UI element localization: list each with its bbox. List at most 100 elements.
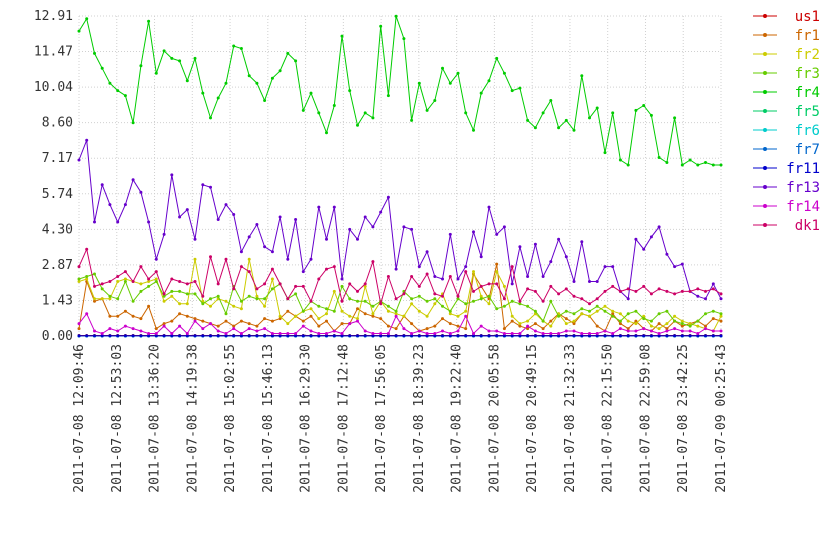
data-point (201, 91, 205, 95)
data-point (371, 334, 375, 338)
data-point (603, 304, 607, 308)
data-point (634, 322, 638, 326)
data-point (348, 227, 352, 231)
data-point (665, 161, 669, 164)
legend-marker-icon (763, 33, 767, 37)
data-point (680, 319, 684, 323)
data-point (711, 334, 715, 338)
data-point (216, 334, 220, 338)
data-point (247, 334, 251, 338)
data-point (618, 327, 622, 331)
data-point (363, 299, 367, 303)
data-point (224, 203, 228, 207)
data-point (472, 128, 475, 132)
data-point (448, 322, 452, 326)
data-point (201, 334, 205, 338)
data-point (526, 118, 530, 122)
y-tick-label: 10.04 (34, 80, 73, 95)
data-point (123, 277, 127, 281)
data-point (100, 66, 104, 70)
data-point (603, 289, 607, 293)
data-point (270, 287, 274, 291)
legend-label: fr7 (795, 142, 820, 158)
data-point (193, 319, 197, 323)
legend-label: dk1 (795, 218, 820, 234)
legend-label: fr1 (795, 28, 820, 44)
data-point (433, 297, 437, 301)
data-point (487, 334, 491, 338)
series-fr4 (77, 14, 723, 167)
data-point (193, 334, 197, 338)
legend: us1 fr1 fr2 fr3 fr4 fr5 fr6 fr7 fr11 fr13 fr14 dk1 (753, 9, 820, 234)
data-point (526, 287, 530, 291)
data-point (301, 284, 305, 288)
legend-marker-icon (763, 71, 767, 75)
data-point (255, 223, 259, 226)
data-point (487, 79, 491, 83)
data-point (263, 304, 267, 308)
data-point (371, 260, 375, 264)
data-point (216, 96, 220, 100)
legend-marker-icon (763, 204, 767, 208)
x-tick-label: 2011-07-08 22:59:08 (638, 344, 653, 493)
data-point (154, 332, 158, 335)
legend-marker-icon (763, 128, 767, 132)
data-point (704, 327, 707, 331)
data-point (201, 319, 205, 323)
data-point (417, 265, 421, 269)
y-tick-label: 1.43 (42, 293, 73, 308)
legend-item-fr14: fr14 (753, 199, 820, 215)
data-point (688, 334, 692, 338)
legend-item-fr3: fr3 (753, 66, 820, 82)
data-point (147, 284, 151, 288)
legend-marker-icon (763, 52, 767, 56)
data-point (456, 71, 460, 75)
data-point (100, 332, 104, 335)
data-point (696, 324, 700, 328)
data-point (580, 240, 584, 244)
data-point (688, 322, 692, 326)
data-point (580, 297, 584, 301)
data-point (402, 37, 406, 41)
data-point (680, 262, 684, 266)
data-point (541, 111, 545, 115)
data-point (649, 329, 653, 333)
data-point (77, 29, 81, 33)
data-point (441, 277, 444, 281)
legend-label: fr13 (786, 180, 820, 196)
data-point (464, 327, 468, 331)
data-point (185, 314, 189, 318)
data-point (85, 334, 89, 338)
data-point (325, 307, 328, 311)
data-point (123, 270, 127, 274)
data-point (309, 299, 313, 303)
data-point (464, 314, 468, 318)
data-point (673, 116, 677, 120)
data-point (564, 334, 568, 338)
data-point (580, 332, 584, 335)
legend-marker-icon (763, 90, 767, 94)
y-tick-label: 5.74 (42, 187, 73, 202)
data-point (533, 334, 537, 338)
data-point (603, 151, 607, 155)
data-point (711, 309, 715, 313)
data-point (588, 314, 591, 318)
data-point (549, 332, 553, 335)
data-point (286, 297, 290, 301)
data-point (642, 247, 646, 251)
data-point (533, 322, 537, 326)
data-point (239, 332, 243, 335)
data-point (232, 334, 236, 338)
data-point (464, 309, 468, 313)
data-point (170, 277, 174, 281)
data-point (649, 334, 653, 338)
data-point (456, 324, 460, 328)
data-point (603, 265, 607, 269)
data-point (232, 304, 236, 308)
x-tick-label: 2011-07-08 13:36:20 (148, 344, 163, 493)
data-point (356, 334, 359, 338)
data-point (93, 334, 96, 338)
data-point (232, 44, 236, 48)
data-point (317, 317, 321, 321)
